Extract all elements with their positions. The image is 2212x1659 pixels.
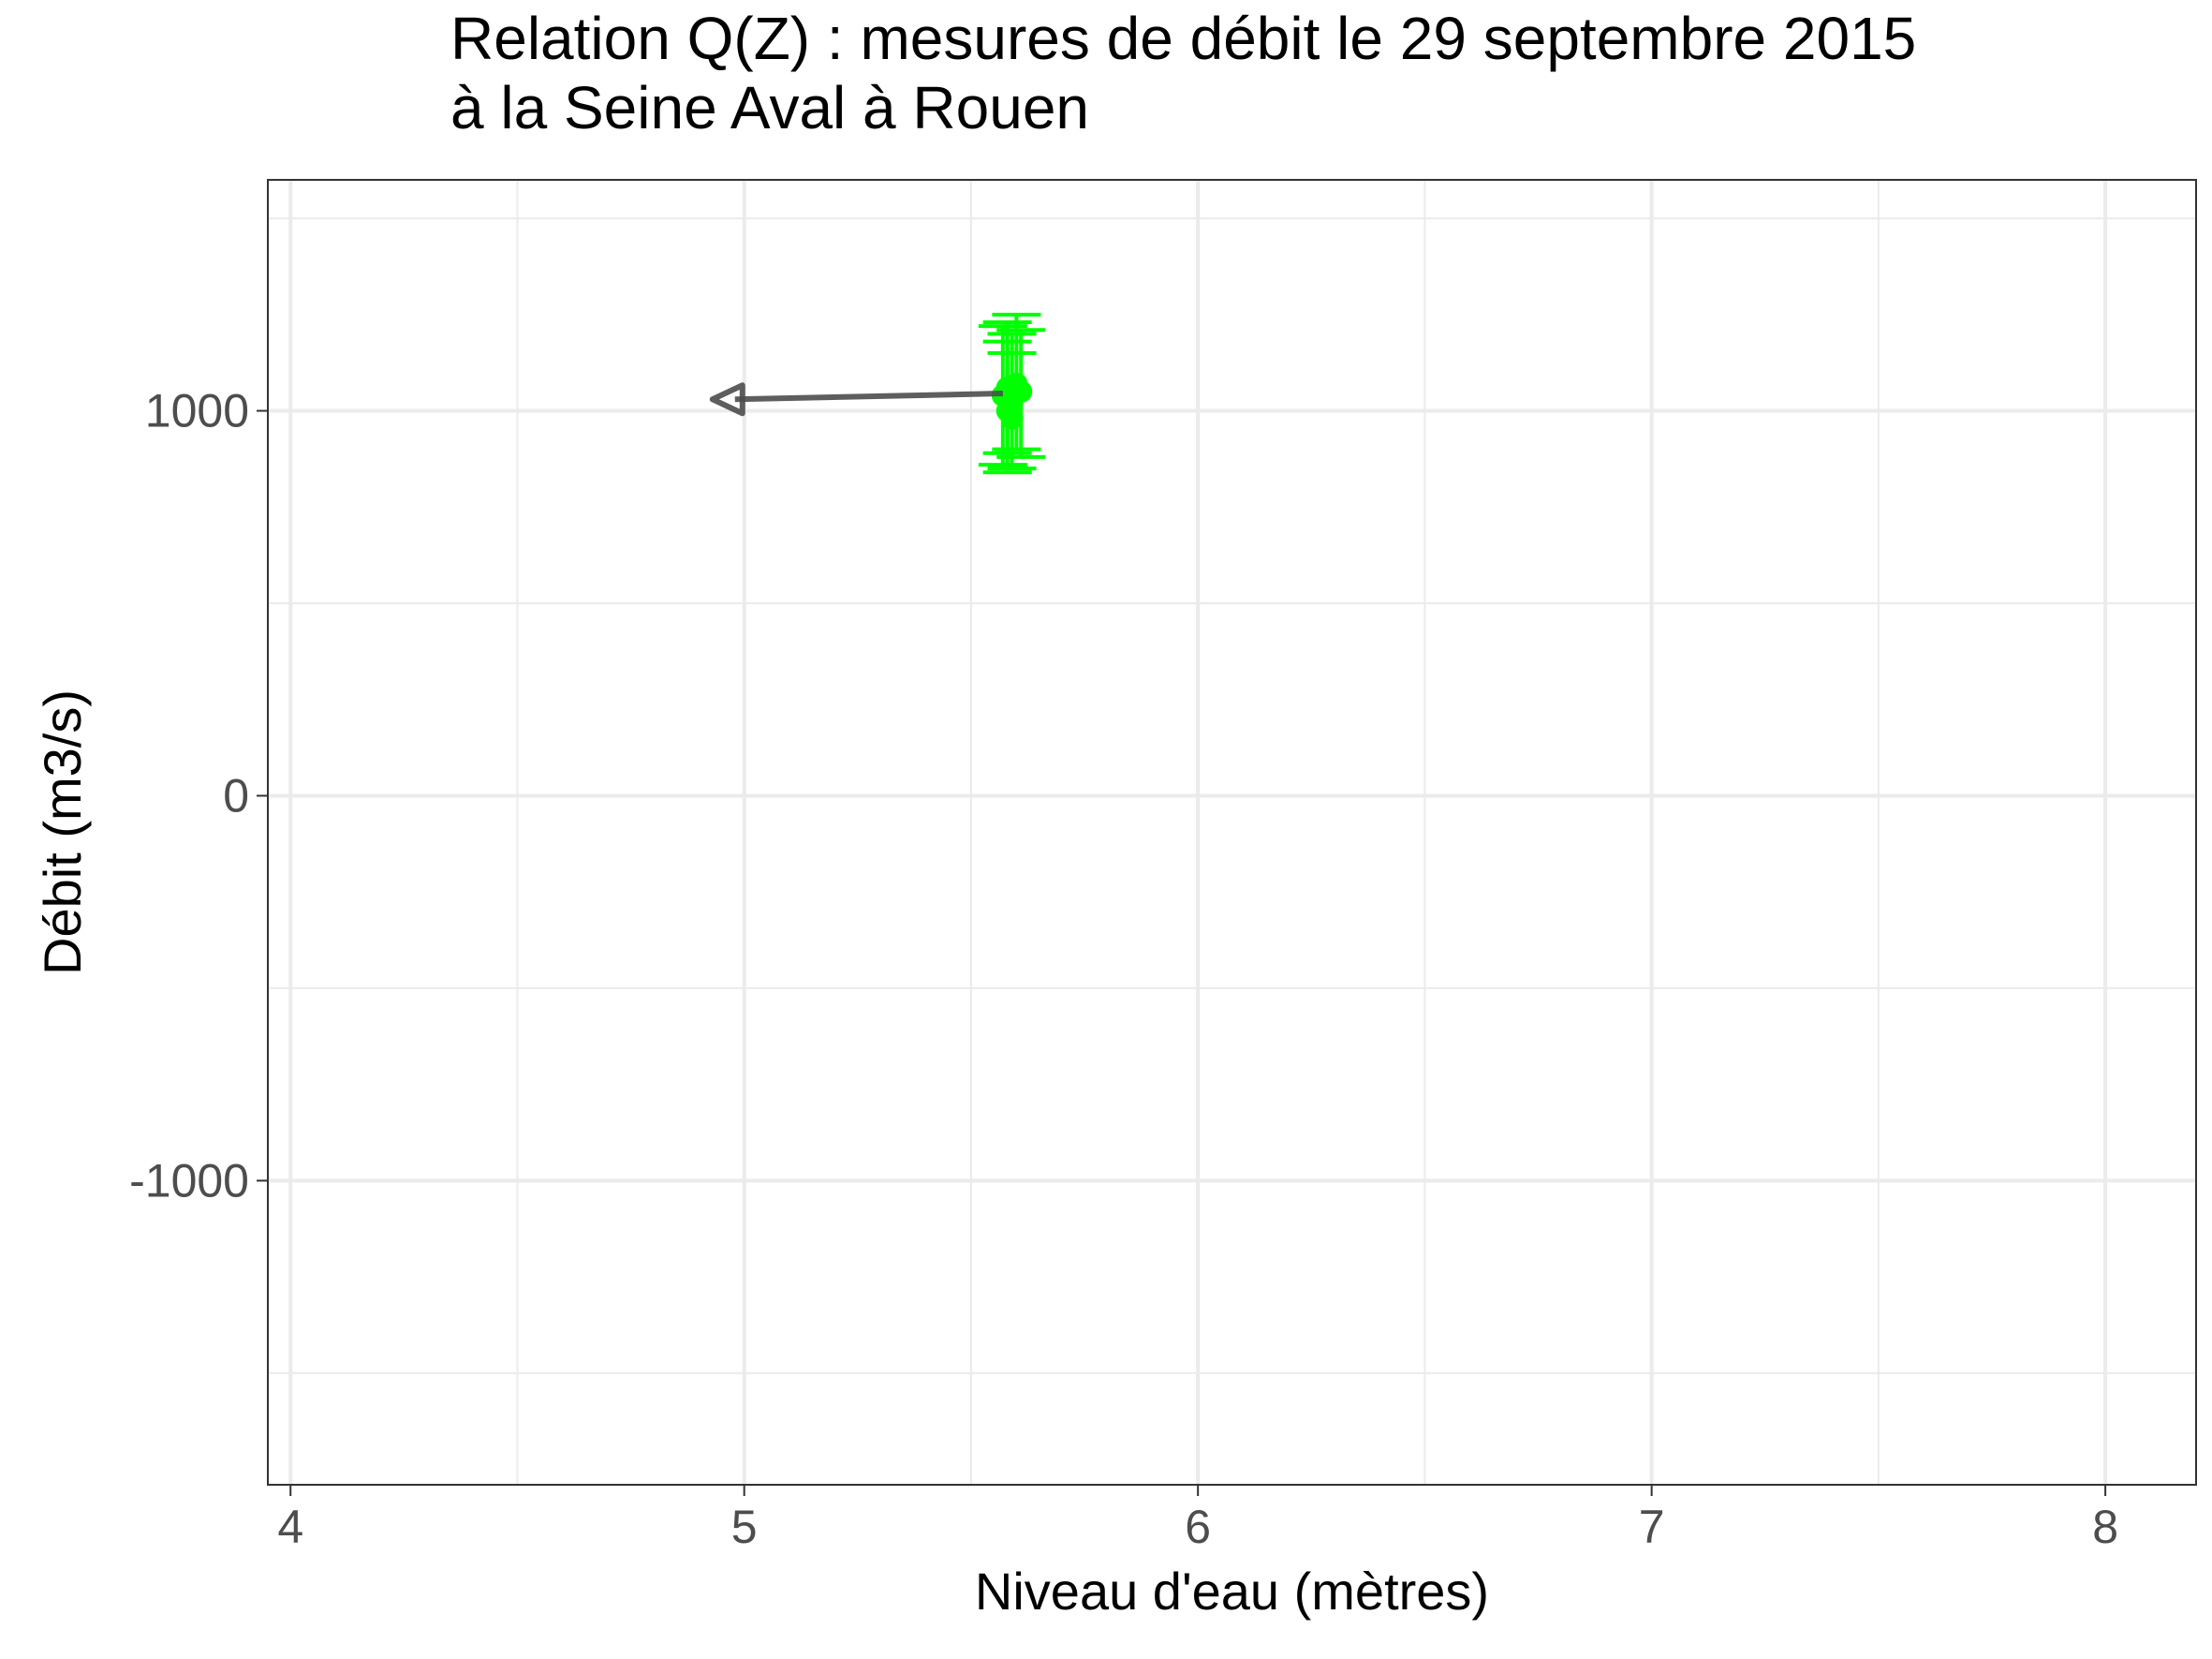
y-tick-label: 0 xyxy=(223,769,249,822)
axis-ticks: 4 5 6 7 8 1000 0 -1000 xyxy=(129,385,2118,1553)
arrow-head xyxy=(709,382,745,417)
x-tick-label: 4 xyxy=(277,1501,303,1553)
grid-major xyxy=(268,180,2196,1485)
x-axis-title: Niveau d'eau (mètres) xyxy=(975,1562,1489,1621)
arrow-shaft xyxy=(734,391,1003,403)
y-tick-label: 1000 xyxy=(145,385,249,437)
x-tick-label: 6 xyxy=(1185,1501,1211,1553)
chart-marks xyxy=(709,312,1046,475)
chart-subtitle: à la Seine Aval à Rouen xyxy=(450,74,1089,141)
y-tick-label: -1000 xyxy=(129,1154,249,1207)
x-tick-label: 7 xyxy=(1639,1501,1665,1553)
chart-title: Relation Q(Z) : mesures de débit le 29 s… xyxy=(450,5,1917,72)
panel-border xyxy=(267,179,2197,1486)
x-tick-label: 8 xyxy=(2092,1501,2118,1553)
x-tick-label: 5 xyxy=(731,1501,758,1553)
y-axis-title: Débit (m3/s) xyxy=(33,689,92,975)
data-point xyxy=(1000,407,1024,430)
chart-title-block: Relation Q(Z) : mesures de débit le 29 s… xyxy=(450,4,1916,142)
grid-minor xyxy=(268,180,2196,1485)
